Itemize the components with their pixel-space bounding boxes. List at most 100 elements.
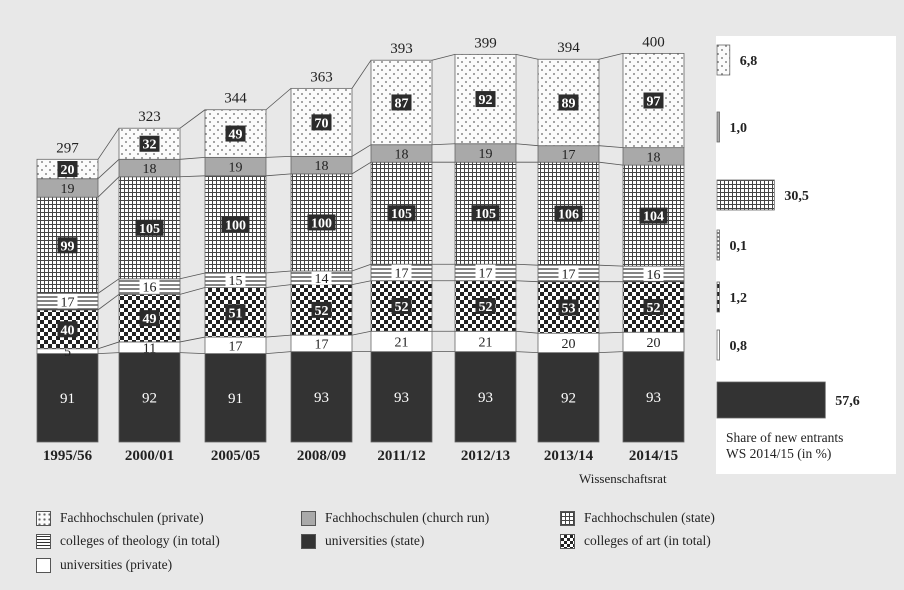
legend-item-fh_state: Fachhochschulen (state) [560,508,715,528]
data-label: 99 [61,239,75,254]
x-tick-label: 2005/05 [211,448,260,464]
bar-stack: 92 11 49 16 105 18 32 323 [118,109,181,443]
connector-line [598,331,624,334]
data-label: 17 [562,148,576,163]
data-label: 18 [395,147,409,162]
data-label: 51 [229,306,243,321]
data-label: 20 [61,163,75,178]
data-label: 20 [562,337,576,352]
data-label-box [57,237,78,254]
x-tick-label: 2011/12 [377,448,425,464]
bar-segment-univ_state [370,351,433,443]
connector-line [265,173,292,177]
connector-line [179,352,206,354]
data-label-box [475,264,496,280]
bar-total-label: 363 [310,69,333,85]
data-label: 16 [143,281,157,296]
data-label-box [57,321,78,338]
bar-stack: 91 17 51 15 100 19 49 344 [204,91,267,443]
data-label: 93 [314,390,329,406]
bar-stack: 92 20 53 17 106 17 89 394 [537,40,600,443]
data-label: 91 [60,391,75,407]
bar-total-label: 297 [56,140,79,156]
bar-total-label: 323 [138,109,161,125]
data-label-box [57,293,78,309]
share-bar-theology [716,229,720,261]
data-label: 92 [142,390,157,406]
data-label: 14 [315,272,329,287]
data-label-box [311,269,332,285]
share-value-label: 0,8 [730,339,748,354]
share-value-label: 1,0 [730,121,748,136]
bar-segment-fh_private [370,59,433,146]
legend-label: colleges of art (in total) [584,533,711,548]
data-label: 17 [229,339,243,354]
x-tick-label: 2013/14 [544,448,594,464]
data-label-box [475,297,496,314]
share-bar-univ_state [716,381,826,419]
bar-total-label: 399 [474,35,497,51]
connector-line [265,284,292,288]
data-label: 17 [395,266,409,281]
connector-line [515,143,539,147]
data-label: 89 [562,96,576,111]
data-label: 40 [61,323,75,338]
connector-line [515,351,539,354]
data-label: 19 [61,182,75,197]
source-credit: Wissenschaftsrat [579,471,667,486]
legend-item-univ_state: universities (state) [301,531,424,551]
data-label-box [135,219,164,236]
legend-item-theology: colleges of theology (in total) [36,531,220,551]
connector-line [351,263,372,272]
data-label: 52 [479,300,493,315]
share-value-label: 0,1 [730,239,748,254]
bar-segment-univ_state [290,351,353,443]
legend-item-art: colleges of art (in total) [560,531,711,551]
connector-line [598,161,624,166]
data-label-box [139,278,160,294]
data-label: 70 [315,116,329,131]
connector-line [179,272,206,280]
data-label: 97 [647,95,661,110]
connector-line [598,351,624,354]
bar-total-label: 400 [642,34,665,50]
connector-line [97,278,120,294]
share-value-label: 30,5 [784,189,809,204]
legend-label: Fachhochschulen (state) [584,510,715,525]
data-label-box [471,205,500,222]
bar-total-label: 393 [390,41,413,57]
data-label: 17 [479,266,493,281]
share-bar-fh_church [716,111,720,143]
bar-segment-univ_state [454,351,517,443]
share-value-label: 1,2 [730,291,748,306]
connector-line [97,127,120,160]
data-label: 21 [395,335,409,350]
x-tick-label: 1995/56 [43,448,93,464]
data-label-box [639,207,668,224]
bar-stack: 93 20 52 16 104 18 97 400 [622,34,685,443]
data-label: 93 [394,390,409,406]
connector-line [515,280,539,283]
data-label-box [57,161,78,178]
share-value-label: 57,6 [835,394,860,409]
share-bar-fh_state [716,179,775,211]
bar-stack: 91 5 40 17 99 19 20 297 [36,140,99,443]
data-label-box [558,265,579,281]
legend-swatch [301,510,316,526]
share-bar-fh_private [716,44,731,76]
connector-line [351,280,372,286]
data-label: 106 [558,208,579,223]
data-label: 93 [646,390,661,406]
data-label: 18 [647,150,661,165]
data-label: 19 [229,161,243,176]
connector-line [97,352,120,354]
data-label: 15 [229,274,243,289]
data-label-box [311,114,332,131]
connector-line [265,270,292,274]
x-tick-label: 2000/01 [125,448,174,464]
bar-segment-univ_state [204,353,267,443]
legend-label: universities (private) [60,557,173,572]
connector-line [97,341,120,350]
x-tick-label: 2012/13 [461,448,510,464]
